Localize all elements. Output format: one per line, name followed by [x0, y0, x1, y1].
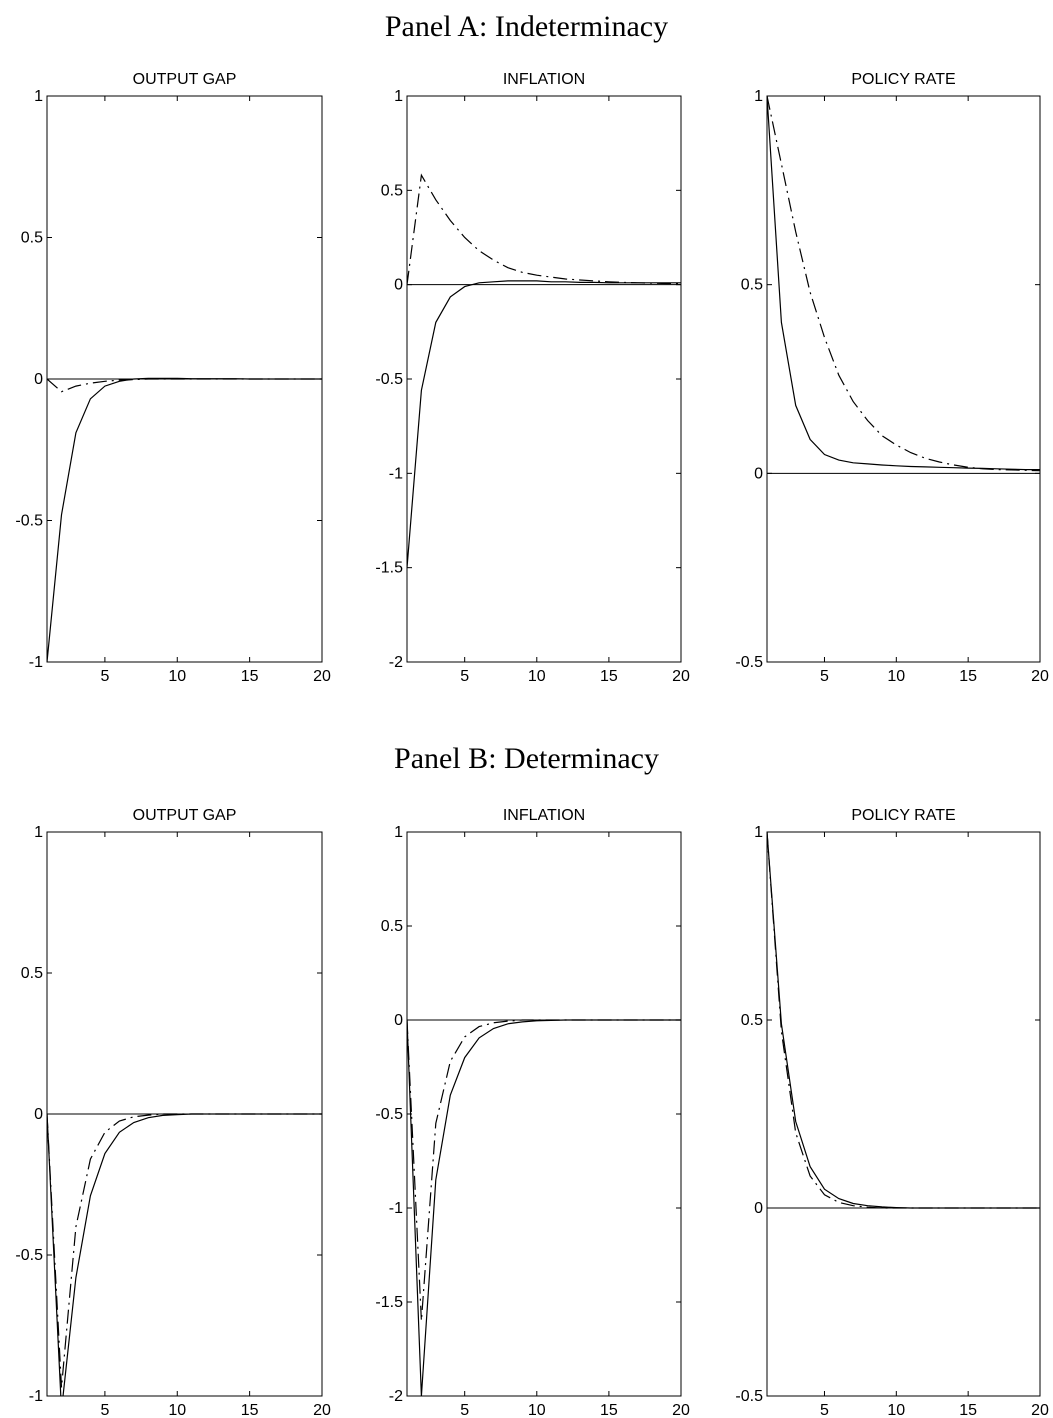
panel-a-output-gap-ytick-label: 0 — [34, 371, 43, 388]
panel-a-policy-rate-solid-series-line — [767, 96, 1040, 471]
panel-b-inflation-plot-frame — [406, 831, 682, 1397]
panel-b-policy-rate-xtick-label: 20 — [1031, 1402, 1049, 1418]
panel-a-output-gap-xtick-label: 20 — [313, 668, 331, 685]
panel-b-inflation-ytick-label: 1 — [394, 824, 403, 841]
panel-a-output-gap-dashdot-series-line — [47, 378, 322, 393]
panel-a-inflation-xtick-label: 10 — [528, 668, 546, 685]
panel-a-output-gap-solid-series-line — [47, 377, 322, 662]
panel-a-output-gap-title: OUTPUT GAP — [133, 71, 237, 88]
panel-a-policy-rate-xtick-label: 15 — [959, 668, 977, 685]
panel-b-inflation-ytick-label: -1.5 — [375, 1294, 403, 1311]
panel-b-inflation-xtick-label: 10 — [528, 1402, 546, 1418]
panel-b-output-gap-solid-series-line — [47, 1113, 322, 1396]
panel-b-inflation-xtick-label: 15 — [600, 1402, 618, 1418]
panel-b-inflation-chart: INFLATION-2-1.5-1-0.500.515 10 15 20 — [375, 807, 690, 1418]
panel-b-output-gap-ytick-label: 0.5 — [21, 965, 43, 982]
panel-a-inflation-ytick-label: 1 — [394, 88, 403, 105]
panel-b-policy-rate-plot-frame — [766, 831, 1041, 1397]
panel-b-inflation-ytick-label: 0 — [394, 1012, 403, 1029]
panel-b-policy-rate-ytick-label: 1 — [754, 824, 763, 841]
panel-a-inflation-title: INFLATION — [503, 71, 585, 88]
panel-a-output-gap-ytick-label: 1 — [34, 88, 43, 105]
panel-a-policy-rate-ytick-label: -0.5 — [735, 654, 763, 671]
panel-b-output-gap-dashdot-series-line — [47, 1113, 322, 1388]
panel-b-output-gap-chart: OUTPUT GAP-1-0.500.515 10 15 20 — [15, 807, 331, 1418]
panel-a-output-gap-ytick-label: -0.5 — [15, 513, 43, 530]
panel-a-inflation-ytick-label: -0.5 — [375, 371, 403, 388]
panel-b-inflation-ytick-label: 0.5 — [381, 918, 403, 935]
panel-b-inflation-xtick-label: 5 — [460, 1402, 469, 1418]
panel-b-policy-rate-chart: POLICY RATE-0.500.515 10 15 20 — [735, 807, 1049, 1418]
panel-b-inflation-solid-series-line — [407, 1019, 681, 1396]
panel-b-inflation-ytick-label: -0.5 — [375, 1106, 403, 1123]
panel-b-inflation-dashdot-series-line — [407, 1019, 681, 1321]
panel-a-output-gap-chart: OUTPUT GAP-1-0.500.515 10 15 20 — [15, 71, 331, 685]
panel-a-policy-rate-xtick-label: 10 — [887, 668, 905, 685]
panel-a-policy-rate-plot-frame — [766, 95, 1041, 663]
panel-a-inflation-dashdot-series-line — [407, 173, 681, 285]
panel-a-policy-rate-xtick-label: 5 — [820, 668, 829, 685]
panel-a-inflation-plot-frame — [406, 95, 682, 663]
panel-a-inflation-xtick-label: 5 — [460, 668, 469, 685]
panel-a-inflation-solid-series-line — [407, 280, 681, 568]
panel-b-output-gap-xtick-label: 5 — [100, 1402, 109, 1418]
panel-a-inflation-xtick-label: 15 — [600, 668, 618, 685]
panel-a-output-gap-ytick-label: -1 — [29, 654, 43, 671]
panel-a-policy-rate-ytick-label: 0 — [754, 465, 763, 482]
panel-b-inflation-ytick-label: -1 — [389, 1200, 403, 1217]
panel-a-policy-rate-ytick-label: 0.5 — [741, 277, 763, 294]
panel-b-output-gap-xtick-label: 20 — [313, 1402, 331, 1418]
panel-a-output-gap-xtick-label: 5 — [100, 668, 109, 685]
panel-a-policy-rate-title: POLICY RATE — [851, 71, 955, 88]
panel-b-inflation-ytick-label: -2 — [389, 1388, 403, 1405]
panel-a-inflation-ytick-label: 0 — [394, 277, 403, 294]
panel-a-title: Panel A: Indeterminacy — [384, 10, 669, 43]
panel-b-output-gap-xtick-label: 10 — [168, 1402, 186, 1418]
panel-b-output-gap-title: OUTPUT GAP — [133, 807, 237, 824]
panel-b-output-gap-ytick-label: -0.5 — [15, 1247, 43, 1264]
panel-b-policy-rate-ytick-label: -0.5 — [735, 1388, 763, 1405]
panel-b-output-gap-ytick-label: 1 — [34, 824, 43, 841]
panel-a-output-gap-xtick-label: 10 — [168, 668, 186, 685]
panel-b-policy-rate-xtick-label: 15 — [959, 1402, 977, 1418]
panel-b-policy-rate-title: POLICY RATE — [851, 807, 955, 824]
panel-a-inflation-chart: INFLATION-2-1.5-1-0.500.515 10 15 20 — [375, 71, 690, 685]
panel-b-title: Panel B: Determinacy — [394, 742, 659, 775]
panel-b-policy-rate-xtick-label: 5 — [820, 1402, 829, 1418]
panel-a-policy-rate-xtick-label: 20 — [1031, 668, 1049, 685]
panel-b-policy-rate-dashdot-series-line — [767, 832, 1040, 1209]
panel-b-inflation-xtick-label: 20 — [672, 1402, 690, 1418]
panel-b-output-gap-xtick-label: 15 — [241, 1402, 259, 1418]
panel-a-inflation-ytick-label: -2 — [389, 654, 403, 671]
panel-a-policy-rate-dashdot-series-line — [767, 96, 1040, 472]
panel-b-output-gap-ytick-label: 0 — [34, 1106, 43, 1123]
panel-b-policy-rate-ytick-label: 0 — [754, 1200, 763, 1217]
panel-b-policy-rate-solid-series-line — [767, 832, 1040, 1209]
panel-a-inflation-ytick-label: -1.5 — [375, 560, 403, 577]
panel-b-policy-rate-ytick-label: 0.5 — [741, 1012, 763, 1029]
panel-a-inflation-ytick-label: 0.5 — [381, 182, 403, 199]
panel-b-output-gap-ytick-label: -1 — [29, 1388, 43, 1405]
panel-b-policy-rate-xtick-label: 10 — [887, 1402, 905, 1418]
panel-b-inflation-title: INFLATION — [503, 807, 585, 824]
panel-a-output-gap-ytick-label: 0.5 — [21, 230, 43, 247]
panel-a-inflation-xtick-label: 20 — [672, 668, 690, 685]
panel-a-policy-rate-ytick-label: 1 — [754, 88, 763, 105]
panel-a-output-gap-xtick-label: 15 — [241, 668, 259, 685]
panel-a-inflation-ytick-label: -1 — [389, 465, 403, 482]
panel-a-policy-rate-chart: POLICY RATE-0.500.515 10 15 20 — [735, 71, 1049, 685]
